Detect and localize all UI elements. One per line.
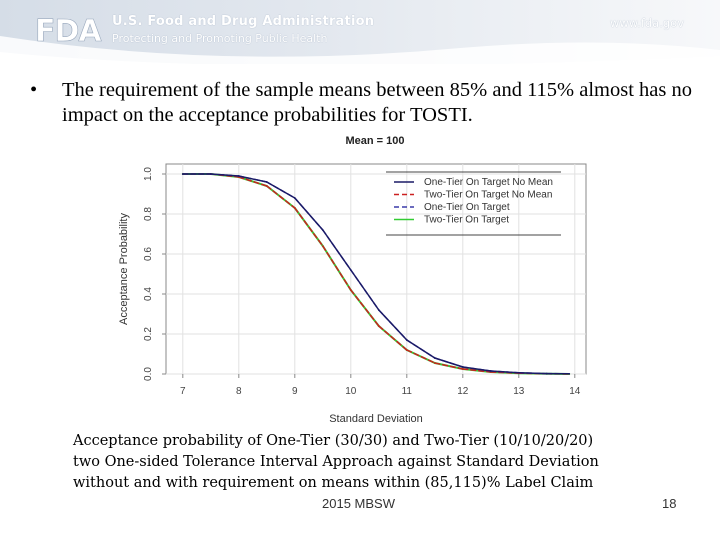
series-line-segment: [322, 229, 352, 271]
series-point: [568, 373, 570, 375]
agency-title: U.S. Food and Drug Administration: [112, 14, 375, 29]
x-tick-label: 13: [513, 386, 525, 397]
page-number: 18: [662, 496, 677, 511]
series-line-segment: [294, 197, 324, 231]
fda-logo-text: FDA: [35, 14, 102, 46]
fda-header-banner: FDA U.S. Food and Drug Administration Pr…: [0, 0, 720, 64]
header-swoosh-graphic: [0, 36, 720, 64]
y-tick-label: 0.4: [143, 287, 154, 301]
x-axis-label: Standard Deviation: [329, 413, 423, 425]
y-tick-label: 0.6: [143, 247, 154, 261]
x-tick-label: 8: [236, 386, 242, 397]
series-line-segment: [378, 325, 408, 351]
legend-entry: One-Tier On Target: [424, 202, 510, 213]
series-line-segment: [266, 185, 296, 209]
series-line-segment: [349, 289, 380, 327]
y-tick-label: 0.2: [143, 327, 154, 341]
legend-entry: Two-Tier On Target No Mean: [424, 190, 552, 201]
series-line-segment: [518, 372, 548, 375]
series-line-segment: [238, 175, 268, 183]
chart-title: Mean = 100: [345, 135, 404, 147]
x-axis-ticks: 7 8 9 10 11 12 13 14: [180, 374, 581, 397]
fda-logo: FDA: [35, 14, 104, 46]
legend-entry: Two-Tier On Target: [424, 215, 509, 226]
y-axis-label: Acceptance Probability: [118, 213, 130, 325]
series-line-segment: [378, 309, 408, 341]
series-line-segment: [238, 176, 268, 187]
x-tick-label: 11: [402, 386, 413, 397]
series-line-segment: [350, 269, 380, 311]
series-line-segment: [462, 366, 492, 372]
series-line-segment: [406, 349, 436, 364]
series-line-segment: [266, 181, 296, 199]
x-tick-label: 7: [180, 386, 186, 397]
footer-text: 2015 MBSW: [322, 496, 395, 511]
bullet-text: The requirement of the sample means betw…: [62, 79, 692, 126]
agency-subtitle: Protecting and Promoting Public Health: [112, 32, 328, 45]
y-tick-label: 0.0: [143, 367, 154, 381]
series-line-segment: [490, 370, 520, 374]
y-tick-label: 1.0: [143, 167, 154, 181]
series-line-segment: [294, 207, 324, 247]
series-line-segment: [210, 173, 240, 177]
bullet-dot: •: [30, 79, 38, 101]
figure-caption: Acceptance probability of One-Tier (30/3…: [73, 431, 673, 494]
caption-line: Acceptance probability of One-Tier (30/3…: [73, 433, 594, 449]
chart-legend: One-Tier On Target No Mean Two-Tier On Ta…: [386, 171, 561, 236]
series-line-segment: [350, 289, 380, 327]
series-line-segment: [434, 362, 464, 370]
website-url: www.fda.gov: [610, 16, 685, 30]
caption-line: without and with requirement on means wi…: [73, 475, 594, 491]
bullet-point: • The requirement of the sample means be…: [30, 78, 700, 128]
x-tick-label: 14: [569, 386, 581, 397]
acceptance-probability-chart: Mean = 100 7 8 9 10 11 12 13 14 0.0 0.2 0.4 0.6 0.8…: [118, 135, 587, 425]
series-line-segment: [322, 245, 352, 291]
series-line-segment: [406, 339, 436, 359]
x-tick-label: 12: [457, 386, 469, 397]
y-axis-ticks: 0.0 0.2 0.4 0.6 0.8 1.0: [143, 167, 166, 381]
series-layer: [181, 173, 571, 375]
y-tick-label: 0.8: [143, 207, 154, 221]
series-line-segment: [462, 368, 492, 373]
x-tick-label: 9: [292, 386, 298, 397]
x-tick-label: 10: [345, 386, 357, 397]
series-line-segment: [434, 357, 464, 368]
legend-entry: One-Tier On Target No Mean: [424, 177, 553, 188]
caption-line: two One-sided Tolerance Interval Approac…: [73, 454, 599, 470]
